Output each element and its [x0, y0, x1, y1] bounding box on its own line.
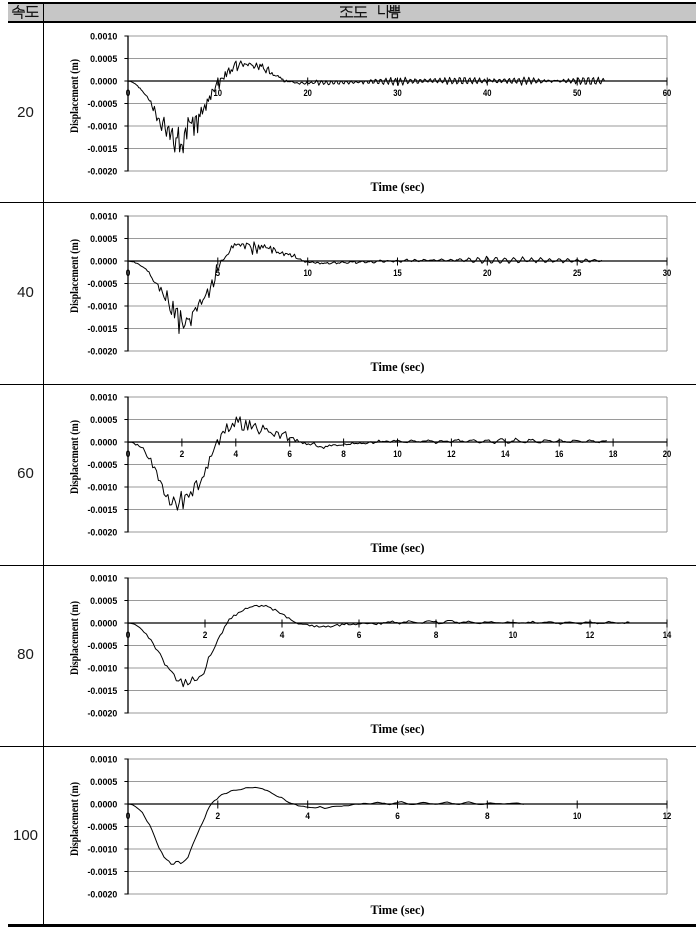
- svg-text:-0.0020: -0.0020: [88, 347, 118, 358]
- svg-text:-0.0020: -0.0020: [88, 709, 118, 720]
- svg-text:-0.0005: -0.0005: [88, 460, 118, 471]
- svg-text:-0.0020: -0.0020: [88, 528, 118, 539]
- svg-text:Displacement (m): Displacement (m): [67, 420, 81, 494]
- svg-text:-0.0020: -0.0020: [88, 167, 118, 178]
- svg-text:8: 8: [485, 811, 490, 822]
- svg-text:0: 0: [126, 268, 131, 279]
- svg-text:30: 30: [663, 268, 672, 279]
- svg-text:0.0010: 0.0010: [90, 574, 117, 585]
- svg-text:0: 0: [126, 449, 131, 460]
- svg-text:20: 20: [303, 88, 312, 99]
- svg-text:0.0005: 0.0005: [90, 596, 118, 607]
- svg-text:10: 10: [214, 88, 223, 99]
- svg-text:Displacement (m): Displacement (m): [67, 59, 81, 133]
- svg-text:12: 12: [586, 630, 595, 641]
- svg-text:16: 16: [555, 449, 564, 460]
- svg-text:Time (sec): Time (sec): [371, 541, 425, 556]
- svg-text:-0.0020: -0.0020: [88, 890, 118, 901]
- svg-text:-0.0010: -0.0010: [88, 845, 118, 856]
- svg-text:0.0005: 0.0005: [90, 54, 118, 65]
- svg-text:0.0000: 0.0000: [90, 257, 117, 268]
- svg-text:Time (sec): Time (sec): [371, 179, 425, 194]
- svg-text:40: 40: [483, 88, 492, 99]
- svg-text:8: 8: [434, 630, 439, 641]
- svg-text:-0.0005: -0.0005: [88, 99, 118, 110]
- svg-text:0: 0: [126, 630, 131, 641]
- svg-text:14: 14: [663, 630, 672, 641]
- svg-text:4: 4: [234, 449, 239, 460]
- svg-text:25: 25: [573, 268, 582, 279]
- svg-text:-0.0010: -0.0010: [88, 122, 118, 133]
- svg-text:18: 18: [609, 449, 618, 460]
- svg-text:0.0005: 0.0005: [90, 234, 118, 245]
- svg-text:0: 0: [126, 811, 131, 822]
- svg-text:15: 15: [393, 268, 402, 279]
- svg-text:-0.0005: -0.0005: [88, 641, 118, 652]
- svg-text:50: 50: [573, 88, 582, 99]
- svg-text:-0.0005: -0.0005: [88, 822, 118, 833]
- svg-text:20: 20: [483, 268, 492, 279]
- svg-text:8: 8: [341, 449, 346, 460]
- svg-text:4: 4: [280, 630, 285, 641]
- svg-text:-0.0005: -0.0005: [88, 279, 118, 290]
- svg-text:Time (sec): Time (sec): [371, 360, 425, 375]
- svg-text:-0.0015: -0.0015: [88, 505, 118, 516]
- svg-text:2: 2: [180, 449, 185, 460]
- svg-text:-0.0010: -0.0010: [88, 483, 118, 494]
- svg-text:4: 4: [305, 811, 310, 822]
- svg-text:Displacement (m): Displacement (m): [67, 782, 81, 856]
- svg-text:0.0005: 0.0005: [90, 415, 118, 426]
- svg-text:0.0010: 0.0010: [90, 755, 117, 766]
- svg-text:Displacement (m): Displacement (m): [67, 601, 81, 675]
- svg-text:0.0000: 0.0000: [90, 438, 117, 449]
- svg-text:Time (sec): Time (sec): [371, 903, 425, 918]
- svg-text:6: 6: [395, 811, 400, 822]
- svg-text:0.0000: 0.0000: [90, 77, 117, 88]
- svg-text:60: 60: [663, 88, 672, 99]
- svg-text:5: 5: [216, 268, 221, 279]
- svg-text:0.0005: 0.0005: [90, 777, 118, 788]
- svg-text:0.0010: 0.0010: [90, 32, 117, 43]
- svg-text:12: 12: [447, 449, 456, 460]
- svg-text:2: 2: [216, 811, 221, 822]
- svg-text:0.0000: 0.0000: [90, 800, 117, 811]
- svg-text:30: 30: [393, 88, 402, 99]
- svg-text:6: 6: [287, 449, 292, 460]
- svg-text:6: 6: [357, 630, 362, 641]
- svg-text:-0.0015: -0.0015: [88, 144, 118, 155]
- svg-text:-0.0010: -0.0010: [88, 664, 118, 675]
- svg-text:10: 10: [393, 449, 402, 460]
- svg-text:-0.0015: -0.0015: [88, 867, 118, 878]
- svg-text:10: 10: [573, 811, 582, 822]
- svg-text:Displacement (m): Displacement (m): [67, 239, 81, 313]
- svg-text:0.0000: 0.0000: [90, 619, 117, 630]
- svg-text:2: 2: [203, 630, 208, 641]
- svg-text:0: 0: [126, 88, 131, 99]
- svg-text:-0.0010: -0.0010: [88, 302, 118, 313]
- svg-text:14: 14: [501, 449, 510, 460]
- svg-text:12: 12: [663, 811, 672, 822]
- svg-text:0.0010: 0.0010: [90, 393, 117, 404]
- svg-text:Time (sec): Time (sec): [371, 722, 425, 737]
- svg-text:10: 10: [509, 630, 518, 641]
- svg-text:20: 20: [663, 449, 672, 460]
- svg-text:-0.0015: -0.0015: [88, 686, 118, 697]
- svg-text:0.0010: 0.0010: [90, 212, 117, 223]
- svg-text:10: 10: [303, 268, 312, 279]
- svg-text:-0.0015: -0.0015: [88, 324, 118, 335]
